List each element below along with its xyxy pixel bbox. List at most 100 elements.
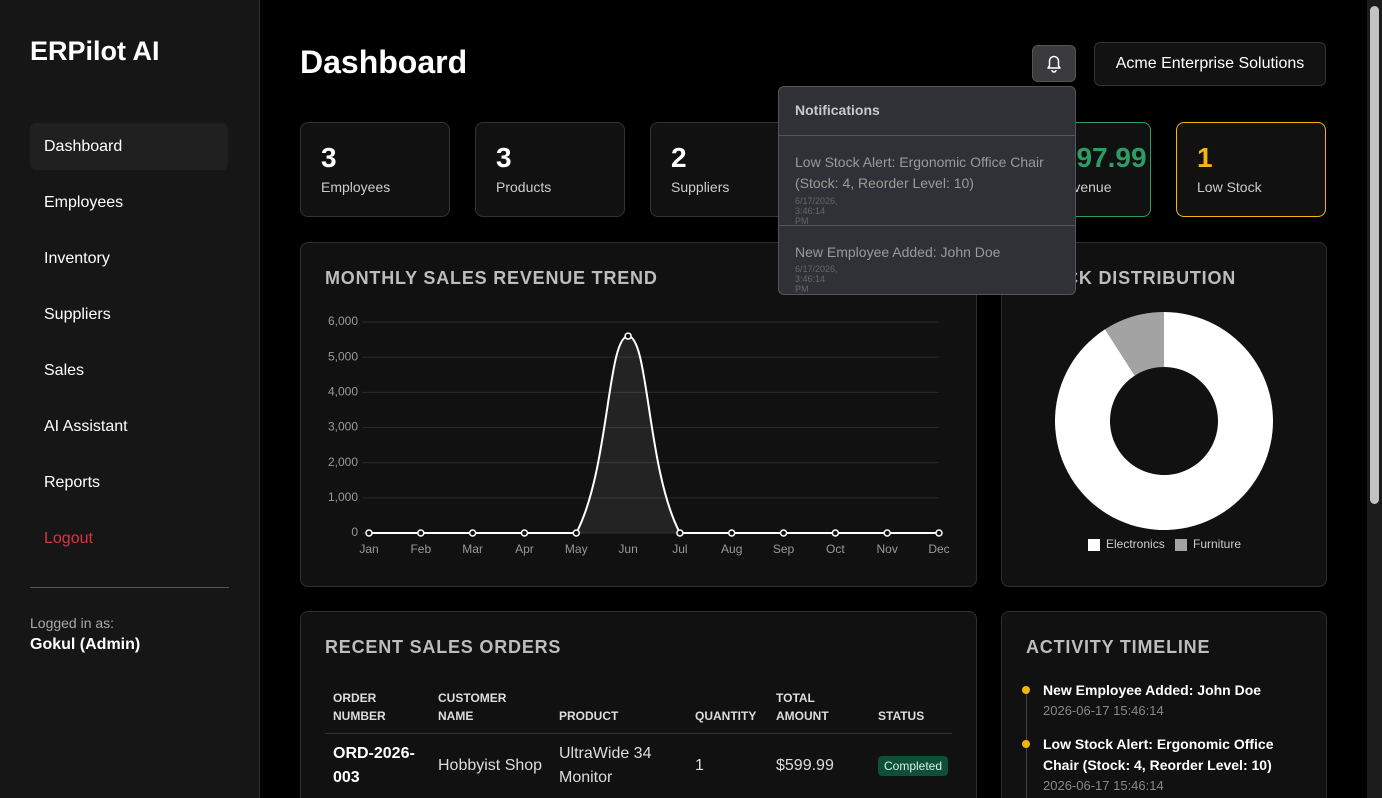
stat-card: 1 Low Stock (1176, 122, 1326, 217)
legend-label: Electronics (1106, 537, 1165, 551)
y-tick-label: 0 (351, 525, 358, 539)
logged-in-label: Logged in as: (30, 615, 115, 631)
point (676, 529, 684, 537)
timeline-text: Low Stock Alert: Ergonomic Office Chair … (1043, 736, 1274, 773)
x-tick-label: Aug (721, 542, 742, 556)
panel-title: STOCK DISTRIBUTION (1026, 268, 1237, 288)
sales-chart-panel: MONTHLY SALES REVENUE TREND (300, 242, 977, 587)
legend-label: Furniture (1193, 537, 1241, 551)
legend-swatch (1175, 539, 1187, 551)
point (572, 529, 581, 537)
x-tick-label: Oct (826, 542, 845, 556)
column-header: PRODUCT (551, 688, 687, 734)
point (883, 529, 891, 537)
company-selector[interactable]: Acme Enterprise Solutions (1094, 42, 1326, 86)
point (779, 529, 788, 537)
x-tick-label: Jun (618, 542, 637, 556)
stat-value: 1 (1197, 142, 1213, 173)
notification-time: 6/17/2026, 3:46:14 PM (795, 264, 838, 294)
stat-value: 2 (671, 142, 687, 173)
point (624, 332, 632, 340)
y-tick-label: 5,000 (328, 349, 358, 363)
nav-item[interactable]: Reports (44, 474, 101, 491)
stat-value: 3 (496, 142, 512, 173)
nav-item[interactable]: Suppliers (44, 306, 111, 323)
timeline-panel: ACTIVITY TIMELINE (1001, 611, 1327, 798)
x-tick-label: Jan (359, 542, 378, 556)
panel-title: ACTIVITY TIMELINE (1026, 637, 1211, 657)
separator (779, 225, 1075, 226)
notifications-dropdown: Notifications Low Stock Alert: Ergonomic… (778, 86, 1076, 295)
timeline-time: 2026-06-17 15:46:14 (1043, 703, 1164, 718)
x-tick-label: Feb (410, 542, 431, 556)
nav-item[interactable]: Dashboard (30, 123, 228, 170)
x-tick-label: Nov (877, 542, 898, 556)
y-tick-label: 6,000 (328, 314, 358, 328)
timeline-dot (1022, 740, 1030, 748)
notification-time: 6/17/2026, 3:46:14 PM (795, 196, 838, 226)
slice (1105, 312, 1164, 376)
cell: Hobbyist Shop (438, 757, 543, 774)
column-header: QUANTITY (687, 688, 768, 734)
x-tick-label: Sep (773, 542, 795, 556)
cell: 1 (695, 757, 704, 774)
point (417, 529, 425, 537)
point (935, 529, 943, 537)
stat-card: 2 Suppliers (650, 122, 800, 217)
page-title: Dashboard (300, 44, 468, 80)
y-tick-label: 2,000 (328, 455, 358, 469)
brand: ERPilot AI (30, 36, 160, 66)
stat-label: Low Stock (1197, 179, 1262, 195)
header-row: ORDER NUMBER CUSTOMER NAME PRODUCT QUANTITY… (325, 688, 952, 734)
stat-value: 3 (321, 142, 337, 173)
sidebar: ERPilot AI Dashboard Employees Inventory Su… (0, 0, 260, 798)
notification-text: Low Stock Alert: Ergonomic Office Chair … (795, 154, 1044, 191)
x-tick-label: Dec (928, 542, 949, 556)
x-tick-label: Apr (515, 542, 534, 556)
stat-label: Suppliers (671, 179, 730, 195)
column-header: CUSTOMER NAME (430, 688, 551, 734)
x-tick-label: Mar (462, 542, 483, 556)
scrollbar-thumb[interactable] (1370, 6, 1379, 504)
order-row[interactable]: ORD-2026-003 Hobbyist Shop UltraWide 34 Mo… (325, 734, 952, 798)
column-header: TOTAL AMOUNT (768, 688, 870, 734)
point (365, 529, 373, 537)
cell: Completed (870, 734, 952, 798)
y-tick-label: 1,000 (328, 490, 358, 504)
point (468, 529, 477, 537)
stat-card: 3 Employees (300, 122, 450, 217)
orders-table: ORDER NUMBER CUSTOMER NAME PRODUCT QUANTITY… (325, 688, 952, 798)
panel-title: MONTHLY SALES REVENUE TREND (325, 268, 658, 288)
nav-item[interactable]: AI Assistant (44, 418, 128, 435)
slice (1055, 312, 1274, 530)
y-tick-label: 3,000 (328, 420, 358, 434)
x-tick-label: Jul (672, 542, 687, 556)
timeline-time: 2026-06-17 15:46:14 (1043, 778, 1164, 793)
area (369, 336, 939, 533)
dropdown-title: Notifications (795, 102, 880, 118)
notification-bell[interactable] (1032, 45, 1076, 82)
cell: UltraWide 34 Monitor (559, 745, 652, 786)
nav-logout[interactable]: Logout (44, 530, 93, 547)
divider (30, 587, 229, 588)
point (831, 529, 840, 537)
separator (779, 135, 1075, 136)
status-badge: Completed (878, 756, 949, 776)
nav-item[interactable]: Inventory (44, 250, 110, 267)
column-header: ORDER NUMBER (325, 688, 430, 734)
x-tick-label: May (565, 542, 588, 556)
legend-swatch (1088, 539, 1100, 551)
point (727, 529, 736, 537)
user-name: Gokul (Admin) (30, 636, 141, 653)
nav-item[interactable]: Sales (44, 362, 85, 379)
timeline-dot (1022, 686, 1030, 694)
cell: ORD-2026-003 (333, 745, 415, 786)
panel-title: RECENT SALES ORDERS (325, 637, 562, 657)
y-tick-label: 4,000 (328, 385, 358, 399)
stat-label: Products (496, 179, 552, 195)
stat-label: Employees (321, 179, 391, 195)
nav-item[interactable]: Employees (44, 194, 124, 211)
column-header: STATUS (870, 688, 952, 734)
